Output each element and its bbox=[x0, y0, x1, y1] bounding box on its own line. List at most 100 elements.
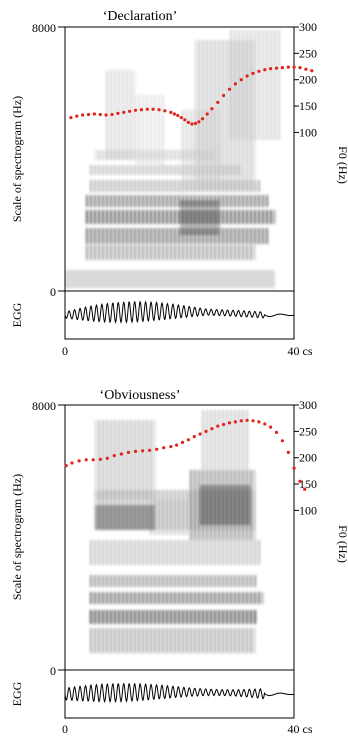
f0-point bbox=[105, 456, 109, 460]
f0-point bbox=[303, 487, 307, 491]
panel-obviousness: ‘Obviousness’ bbox=[10, 388, 348, 736]
egg-waveform bbox=[64, 682, 295, 704]
right-tick-label: 250 bbox=[299, 46, 317, 60]
f0-point bbox=[251, 71, 255, 75]
f0-point bbox=[263, 422, 267, 426]
f0-point bbox=[233, 82, 237, 86]
f0-point bbox=[210, 427, 214, 431]
right-tick-label: 300 bbox=[299, 398, 317, 412]
f0-point bbox=[210, 107, 214, 111]
right-axis-label: F0 (Hz) bbox=[336, 525, 348, 563]
f0-point bbox=[286, 65, 290, 69]
f0-point bbox=[251, 419, 255, 423]
f0-track bbox=[69, 65, 314, 126]
f0-point bbox=[274, 66, 279, 70]
f0-point bbox=[257, 420, 261, 424]
f0-point bbox=[86, 112, 91, 117]
f0-point bbox=[176, 113, 180, 118]
f0-point bbox=[110, 112, 114, 117]
f0-point bbox=[157, 108, 161, 112]
f0-point bbox=[197, 120, 201, 124]
f0-point bbox=[222, 93, 226, 98]
f0-point bbox=[216, 100, 220, 104]
egg-frame bbox=[64, 290, 295, 340]
f0-point bbox=[192, 435, 196, 439]
panel-title: ‘Obviousness’ bbox=[100, 388, 181, 403]
egg-frame bbox=[64, 669, 295, 719]
spectrogram bbox=[88, 410, 263, 653]
f0-point bbox=[175, 443, 179, 447]
f0-point bbox=[292, 466, 296, 470]
right-tick-label: 100 bbox=[299, 503, 317, 517]
f0-point bbox=[198, 432, 202, 436]
f0-point bbox=[298, 479, 302, 483]
f0-point bbox=[245, 418, 249, 422]
f0-point bbox=[128, 109, 132, 113]
left-tick-bottom: 0 bbox=[50, 285, 56, 299]
time-tick-start: 0 bbox=[62, 722, 68, 736]
f0-point bbox=[298, 66, 302, 70]
f0-point bbox=[286, 450, 290, 454]
f0-point bbox=[257, 69, 261, 73]
spectrogram bbox=[65, 30, 280, 288]
f0-point bbox=[64, 464, 68, 468]
left-axis-label: Scale of spectrogram (Hz) bbox=[10, 474, 24, 600]
f0-point bbox=[216, 424, 220, 428]
right-axis: 300 250 200 150 100 bbox=[293, 20, 317, 291]
right-axis: 300 250 200 150 100 bbox=[293, 398, 317, 670]
f0-point bbox=[112, 454, 116, 458]
f0-point bbox=[69, 116, 73, 120]
egg-label: EGG bbox=[10, 302, 24, 327]
f0-point bbox=[133, 449, 138, 453]
f0-point bbox=[310, 69, 314, 73]
left-tick-bottom: 0 bbox=[50, 664, 56, 678]
f0-point bbox=[119, 452, 123, 456]
f0-point bbox=[169, 445, 173, 449]
right-tick-label: 200 bbox=[299, 73, 317, 87]
f0-point bbox=[92, 112, 96, 116]
f0-point bbox=[122, 110, 126, 114]
left-tick-top: 8000 bbox=[32, 399, 56, 413]
f0-point bbox=[269, 425, 273, 429]
egg-waveform bbox=[64, 300, 295, 324]
f0-point bbox=[227, 87, 232, 91]
f0-point bbox=[186, 438, 190, 442]
f0-point bbox=[233, 420, 237, 424]
f0-point bbox=[151, 107, 155, 111]
right-tick-label: 100 bbox=[299, 125, 317, 139]
f0-point bbox=[190, 122, 194, 126]
f0-point bbox=[98, 112, 102, 117]
panel-title: ‘Declaration’ bbox=[103, 9, 178, 24]
left-axis-label: Scale of spectrogram (Hz) bbox=[10, 96, 24, 222]
f0-point bbox=[169, 110, 173, 114]
right-tick-label: 200 bbox=[299, 451, 317, 465]
f0-point bbox=[133, 108, 138, 112]
f0-point bbox=[126, 450, 130, 454]
f0-point bbox=[148, 448, 152, 452]
f0-point bbox=[84, 458, 88, 462]
f0-point bbox=[180, 440, 185, 444]
left-tick-top: 8000 bbox=[32, 21, 56, 35]
f0-point bbox=[91, 458, 95, 462]
time-tick-end: 40 cs bbox=[288, 722, 313, 736]
f0-point bbox=[292, 65, 296, 69]
f0-point bbox=[179, 116, 183, 120]
right-tick-label: 250 bbox=[299, 424, 317, 438]
right-tick-label: 150 bbox=[299, 477, 317, 491]
f0-point bbox=[280, 439, 284, 443]
right-tick-label: 300 bbox=[299, 20, 317, 34]
panel-declaration: ‘Declaration’ bbox=[10, 9, 348, 358]
right-axis-label: F0 (Hz) bbox=[336, 146, 348, 184]
f0-point bbox=[75, 114, 79, 118]
f0-point bbox=[245, 74, 249, 78]
f0-point bbox=[104, 113, 108, 117]
time-tick-start: 0 bbox=[62, 344, 68, 358]
f0-point bbox=[81, 113, 85, 117]
f0-point bbox=[274, 430, 279, 434]
f0-point bbox=[172, 112, 176, 116]
f0-point bbox=[139, 108, 143, 112]
f0-point bbox=[163, 109, 167, 113]
egg-label: EGG bbox=[10, 681, 24, 706]
f0-point bbox=[183, 118, 187, 122]
